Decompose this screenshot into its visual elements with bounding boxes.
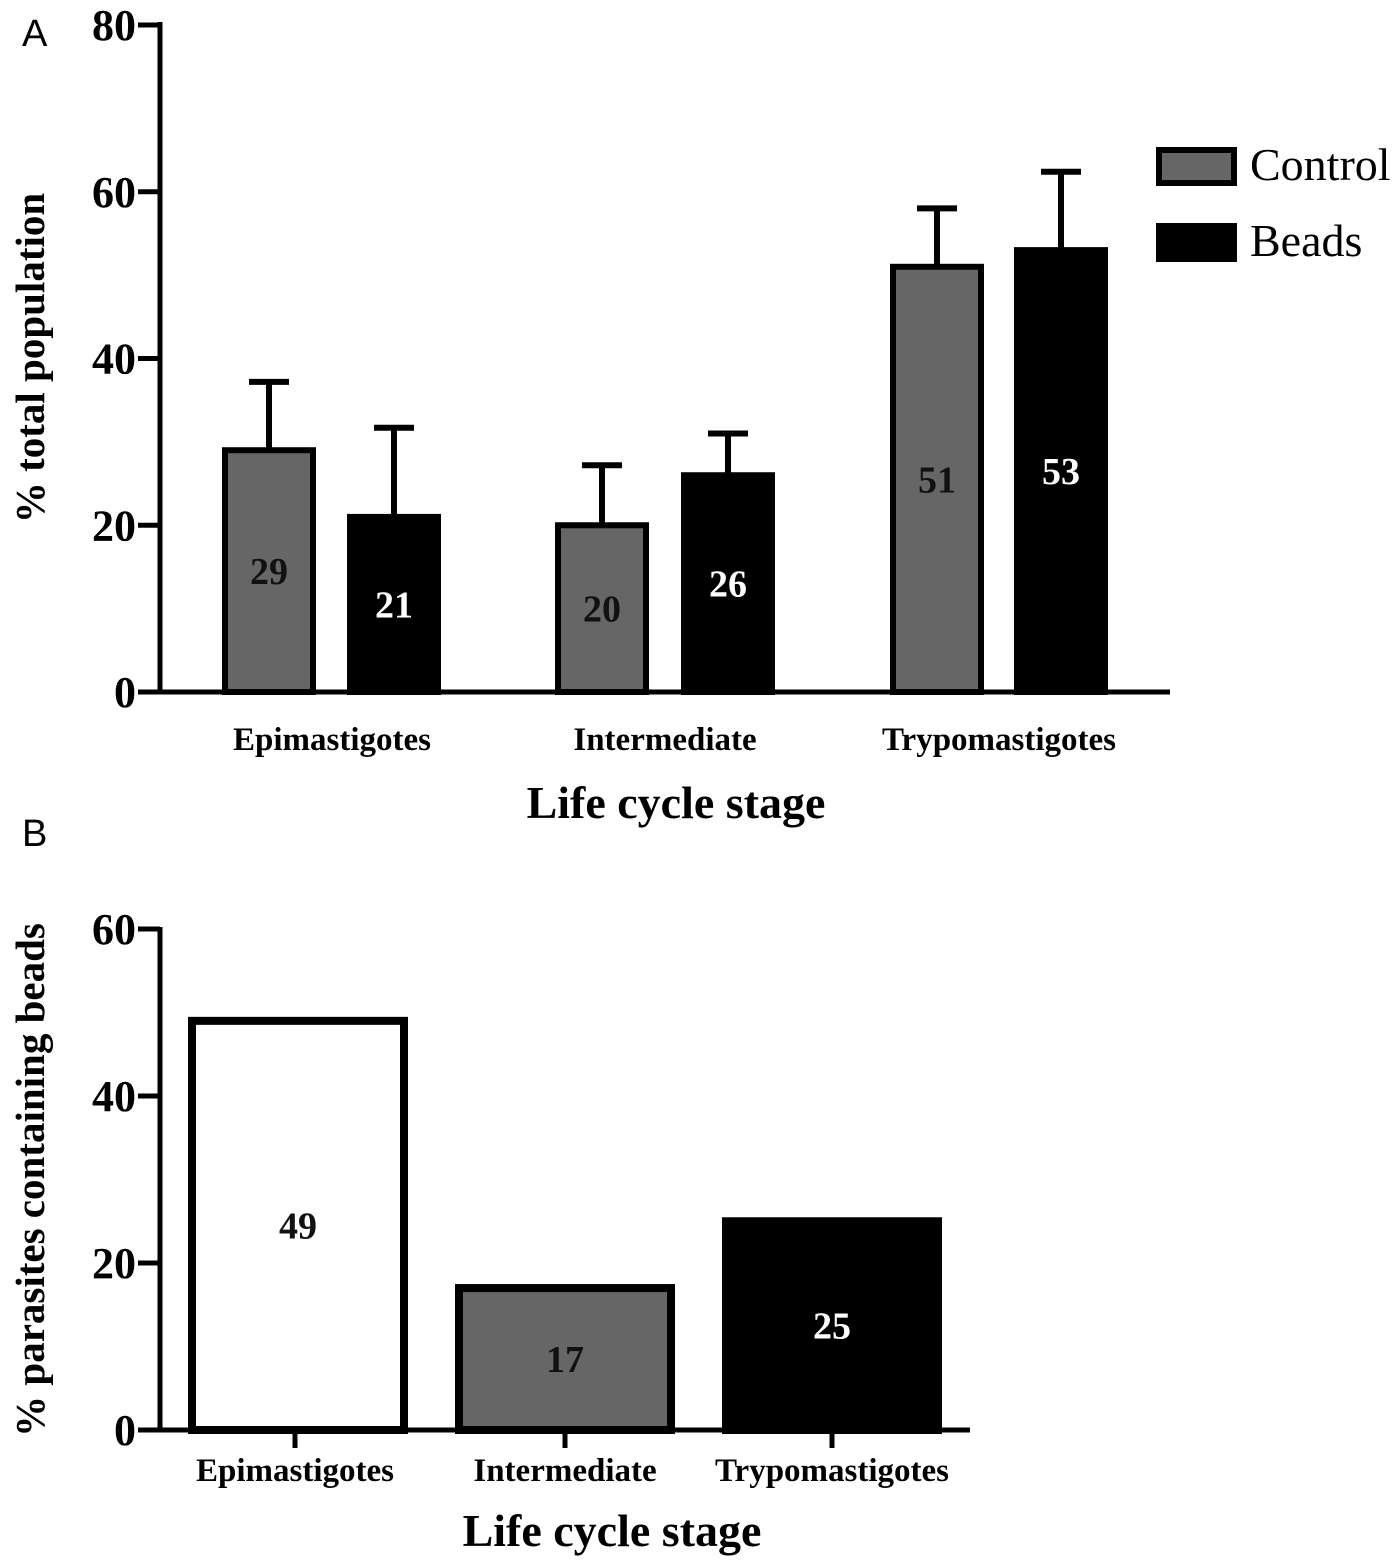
bar-value-label: 25 [813, 1306, 851, 1348]
bar-control [890, 263, 984, 695]
panel-b-category-label: Trypomastigotes [715, 1453, 949, 1489]
panel-a-category-label: Intermediate [573, 722, 756, 758]
bar [188, 1016, 408, 1434]
y-tick-label: 20 [92, 1239, 136, 1288]
panel-a-y-axis-title: % total population [7, 193, 53, 524]
bar-value-label: 17 [546, 1339, 584, 1381]
legend-label-beads: Beads [1250, 215, 1362, 266]
legend-label-control: Control [1250, 139, 1391, 190]
bar-value-label: 21 [375, 584, 413, 626]
panel-a-category-label: Trypomastigotes [882, 722, 1116, 758]
bar-value-label: 26 [709, 564, 747, 606]
y-tick-label: 40 [92, 1072, 136, 1121]
y-tick-label: 60 [92, 168, 136, 217]
panel-b-category-label: Epimastigotes [196, 1453, 394, 1489]
legend-swatch-beads [1156, 223, 1237, 262]
panel-a-bars: 29 20 51 21 26 53 [222, 168, 1108, 696]
y-tick-label: 20 [92, 501, 136, 550]
y-tick-label: 0 [114, 1406, 136, 1455]
panel-b-label: B [22, 813, 47, 855]
panel-b-bars: 49 17 25 [188, 1016, 942, 1435]
bar-value-label: 29 [250, 551, 288, 593]
y-tick-label: 60 [92, 905, 136, 954]
bar-value-label: 49 [279, 1205, 317, 1247]
bar [722, 1217, 942, 1434]
bar-value-label: 53 [1042, 451, 1080, 493]
panel-b-category-label: Intermediate [473, 1453, 656, 1489]
panel-b-x-axis-title: Life cycle stage [463, 1505, 762, 1556]
panel-b-y-ticks: 0 20 40 60 [92, 905, 835, 1455]
panel-a-category-label: Epimastigotes [233, 722, 431, 758]
y-tick-label: 40 [92, 335, 136, 384]
panel-a-chart: A 0 20 40 60 80 29 20 51 21 26 53 Epimastigotes I… [7, 1, 1391, 828]
panel-a-y-ticks: 0 20 40 60 80 [92, 1, 160, 717]
panel-a-x-axis-title: Life cycle stage [527, 777, 826, 828]
legend-swatch-control [1156, 147, 1237, 186]
y-tick-label: 80 [92, 1, 136, 50]
panel-b-chart: B 0 20 40 60 49 17 25 Epimastigotes Intermedi… [7, 813, 970, 1556]
panel-a-label: A [22, 13, 48, 55]
bar-beads [1014, 247, 1108, 696]
bar-value-label: 51 [918, 459, 956, 501]
y-tick-label: 0 [114, 668, 136, 717]
panel-b-y-axis-title: % parasites containing beads [7, 923, 53, 1437]
panel-a-legend: Control Beads [1156, 139, 1391, 266]
bar-value-label: 20 [583, 589, 621, 631]
